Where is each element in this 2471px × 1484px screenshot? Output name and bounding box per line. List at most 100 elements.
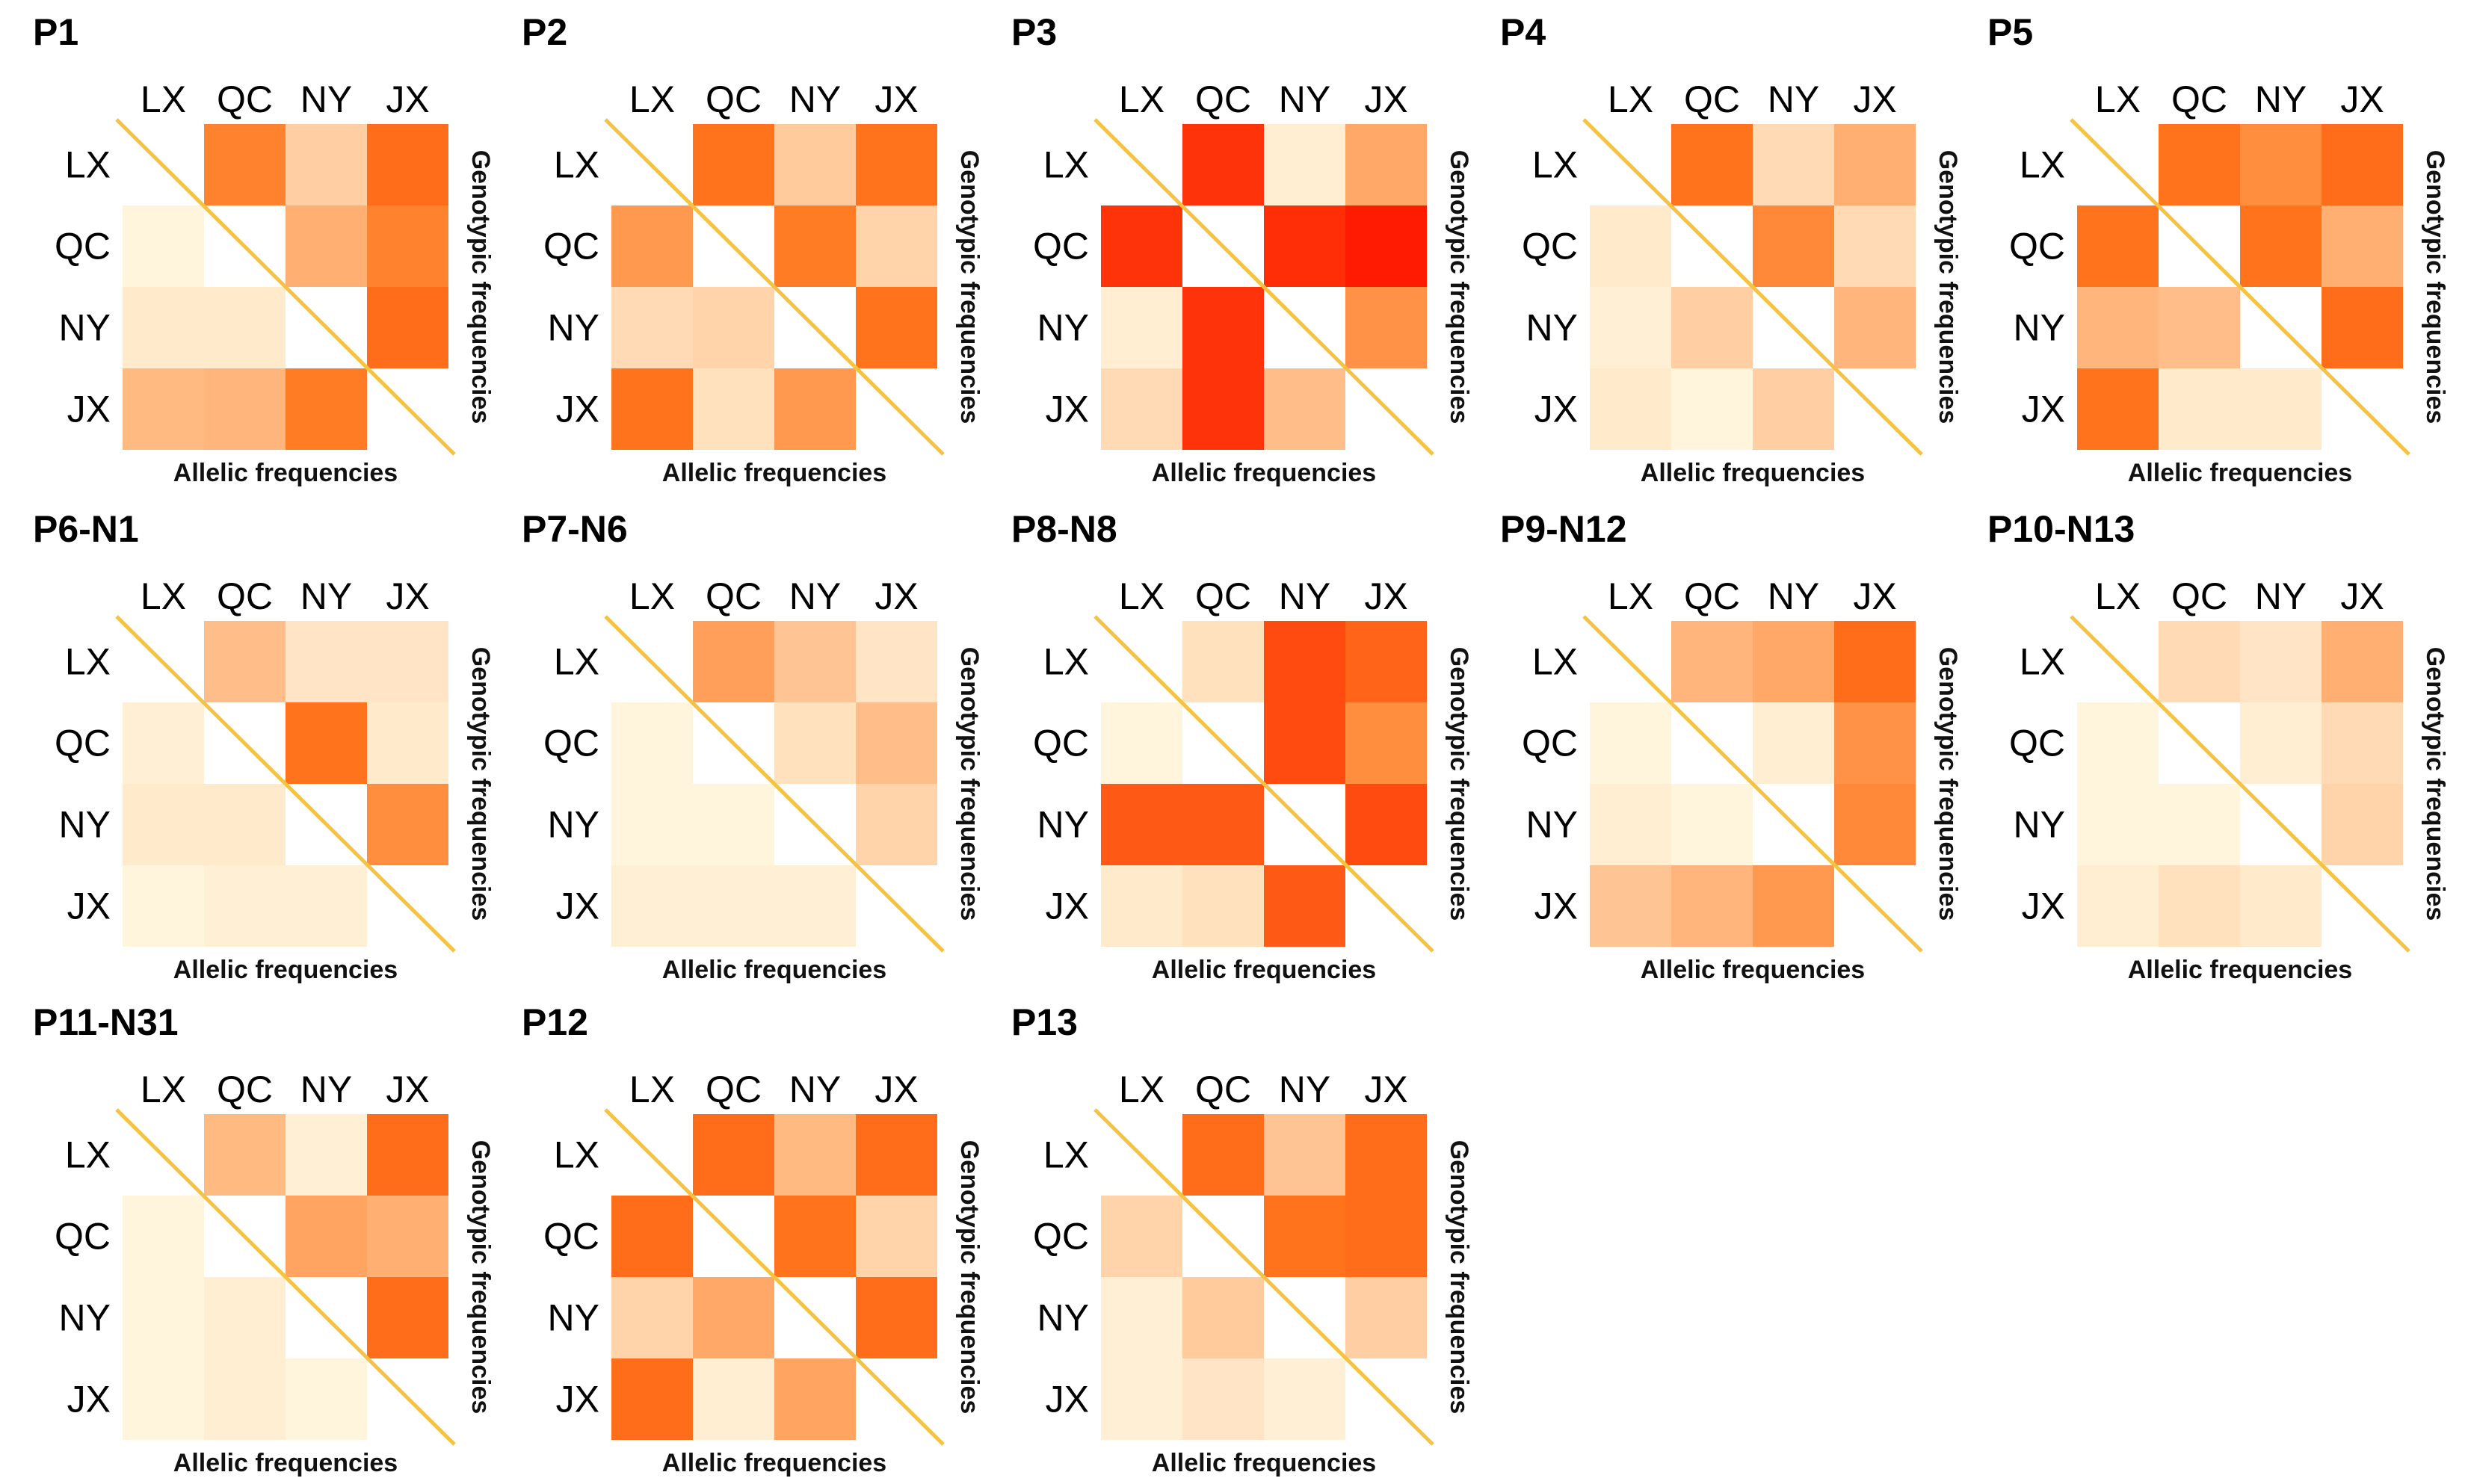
- heatmap-cell: [2159, 784, 2240, 865]
- heatmap-cell: [1101, 1358, 1182, 1440]
- column-tick-label: NY: [1768, 78, 1819, 120]
- panel-title: P4: [1500, 11, 1546, 53]
- panel-title: P11-N31: [33, 1001, 179, 1043]
- heatmap-cell: [1182, 1114, 1264, 1196]
- heatmap-cell: [1671, 621, 1753, 702]
- heatmap-cell: [611, 368, 693, 450]
- heatmap-panel: P11-N31 LX QC NY JX LX QC NY JX Allelic frequenci…: [33, 1001, 495, 1477]
- heatmap-cell: [123, 1277, 204, 1358]
- row-tick-label: LX: [554, 144, 599, 186]
- heatmap-cell: [1101, 784, 1182, 865]
- heatmap-cell: [2322, 205, 2403, 287]
- x-axis-label: Allelic frequencies: [2128, 956, 2352, 984]
- heatmap-cell: [204, 621, 286, 702]
- heatmap-cell: [1834, 702, 1916, 784]
- heatmap-cell: [204, 1277, 286, 1358]
- heatmap-cell: [1753, 865, 1834, 947]
- y-axis-label: Genotypic frequencies: [1445, 150, 1473, 424]
- heatmap-panel: P4 LX QC NY JX LX QC NY JX Allelic frequencies Gen…: [1500, 11, 1962, 487]
- column-tick-label: LX: [1608, 575, 1653, 617]
- heatmap-cell: [367, 1277, 448, 1358]
- panel-title: P3: [1011, 11, 1057, 53]
- column-tick-label: JX: [874, 78, 918, 120]
- heatmap-cell: [2240, 124, 2322, 205]
- heatmap-cell: [1182, 784, 1264, 865]
- heatmap-cell: [856, 621, 937, 702]
- heatmap-cell: [367, 784, 448, 865]
- heatmap-cell: [774, 205, 856, 287]
- heatmap-cell: [611, 287, 693, 368]
- heatmap-cell: [1345, 124, 1427, 205]
- heatmap-cell: [286, 124, 367, 205]
- column-tick-label: JX: [1364, 575, 1407, 617]
- row-tick-label: QC: [1522, 226, 1578, 268]
- row-tick-label: JX: [556, 389, 599, 430]
- x-axis-label: Allelic frequencies: [173, 956, 398, 984]
- heatmap-cell: [1834, 205, 1916, 287]
- column-tick-label: NY: [300, 575, 352, 617]
- row-tick-label: NY: [548, 804, 599, 846]
- heatmap-cell: [1590, 865, 1671, 947]
- column-tick-label: JX: [1853, 78, 1896, 120]
- row-tick-label: QC: [2009, 226, 2065, 268]
- heatmap-cell: [2077, 784, 2159, 865]
- heatmap-cell: [1834, 784, 1916, 865]
- heatmap-cell: [611, 702, 693, 784]
- column-tick-label: NY: [300, 78, 352, 120]
- y-axis-label: Genotypic frequencies: [466, 647, 495, 921]
- heatmap-cell: [2159, 621, 2240, 702]
- row-tick-label: QC: [1522, 723, 1578, 764]
- heatmap-panel: P9-N12 LX QC NY JX LX QC NY JX Allelic frequencie…: [1500, 508, 1962, 984]
- heatmap-cell: [2240, 368, 2322, 450]
- heatmap-cell: [611, 205, 693, 287]
- heatmap-cell: [856, 1196, 937, 1277]
- heatmap-cell: [1101, 1277, 1182, 1358]
- panel-title: P8-N8: [1011, 508, 1117, 550]
- x-axis-label: Allelic frequencies: [1152, 956, 1376, 984]
- heatmap-cell: [1345, 784, 1427, 865]
- heatmap-cell: [1264, 368, 1345, 450]
- row-tick-label: NY: [548, 1297, 599, 1339]
- heatmap-cell: [286, 368, 367, 450]
- column-tick-label: JX: [2340, 78, 2384, 120]
- diagonal-line: [1093, 1108, 1434, 1446]
- heatmap-cell: [856, 702, 937, 784]
- heatmap-cell: [2322, 702, 2403, 784]
- column-tick-label: LX: [629, 575, 675, 617]
- column-tick-label: QC: [1684, 78, 1740, 120]
- heatmap-cell: [2240, 205, 2322, 287]
- heatmap-cell: [1345, 702, 1427, 784]
- heatmap-cell: [286, 205, 367, 287]
- heatmap-cell: [856, 287, 937, 368]
- heatmap-panel: P12 LX QC NY JX LX QC NY JX Allelic frequencies Ge…: [522, 1001, 984, 1477]
- row-tick-label: LX: [65, 1134, 111, 1176]
- heatmap-cell: [611, 784, 693, 865]
- heatmap-cell: [693, 784, 774, 865]
- heatmap-cell: [856, 205, 937, 287]
- row-tick-label: JX: [67, 1379, 111, 1420]
- heatmap-cell: [611, 1277, 693, 1358]
- heatmap-cell: [2077, 287, 2159, 368]
- row-tick-label: NY: [1037, 804, 1089, 846]
- heatmap-cell: [1345, 1114, 1427, 1196]
- x-axis-label: Allelic frequencies: [173, 1449, 398, 1477]
- diagonal-line: [604, 118, 945, 456]
- heatmap-cell: [204, 865, 286, 947]
- row-tick-label: QC: [55, 723, 111, 764]
- heatmap-cell: [1182, 865, 1264, 947]
- heatmap-cell: [693, 621, 774, 702]
- column-tick-label: QC: [706, 78, 762, 120]
- row-tick-label: QC: [543, 226, 599, 268]
- column-tick-label: JX: [386, 78, 429, 120]
- x-axis-label: Allelic frequencies: [662, 459, 886, 487]
- y-axis-label: Genotypic frequencies: [2421, 647, 2449, 921]
- column-tick-label: JX: [1364, 78, 1407, 120]
- x-axis-label: Allelic frequencies: [1152, 459, 1376, 487]
- diagonal-line: [2070, 615, 2410, 953]
- column-tick-label: NY: [1279, 575, 1330, 617]
- row-tick-label: QC: [543, 723, 599, 764]
- heatmap-cell: [367, 1196, 448, 1277]
- row-tick-label: NY: [59, 307, 111, 349]
